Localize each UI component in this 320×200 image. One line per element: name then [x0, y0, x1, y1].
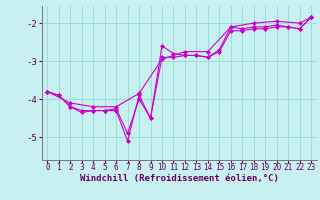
- X-axis label: Windchill (Refroidissement éolien,°C): Windchill (Refroidissement éolien,°C): [80, 174, 279, 183]
